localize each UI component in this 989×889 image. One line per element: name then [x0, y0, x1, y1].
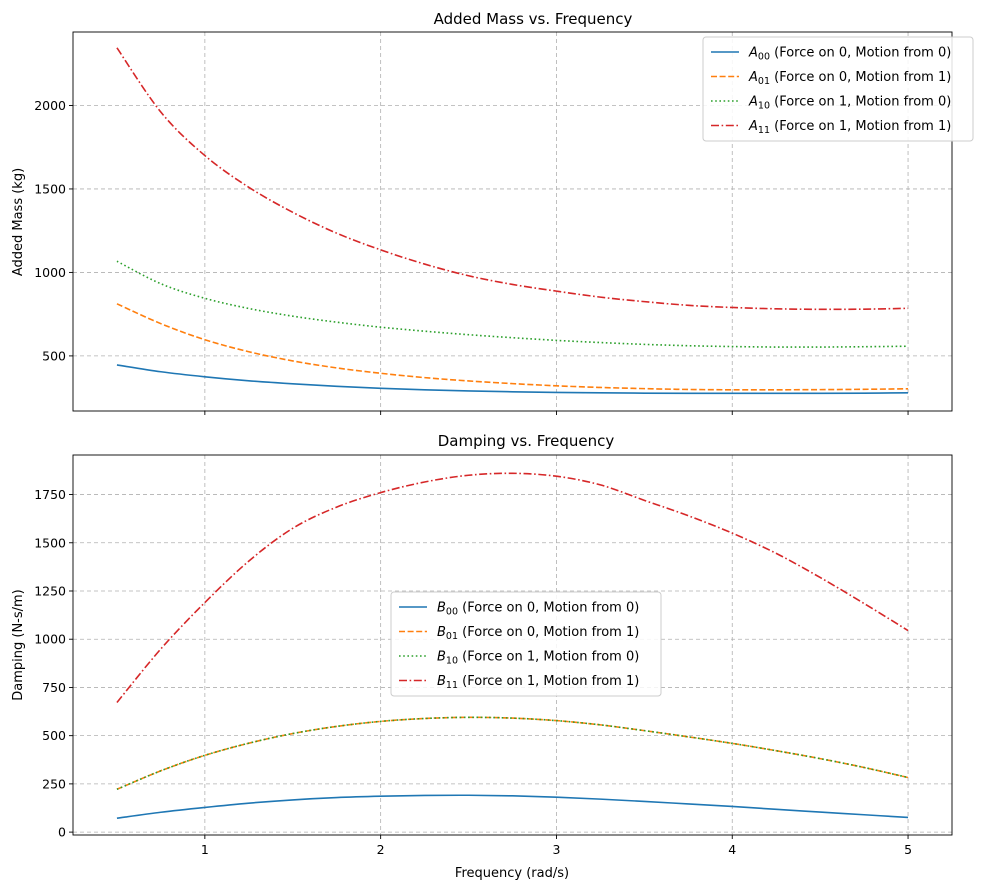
- added-mass-ylabel: Added Mass (kg): [11, 168, 26, 276]
- added-mass-title: Added Mass vs. Frequency: [434, 10, 633, 28]
- legend-description: (Force on 1, Motion from 0): [458, 650, 639, 665]
- legend-label-b10: B10 (Force on 1, Motion from 0): [437, 650, 639, 667]
- added-mass-ytick-label: 2000: [34, 98, 66, 113]
- legend-subscript: 01: [758, 76, 770, 87]
- damping-ylabel: Damping (N-s/m): [11, 589, 26, 701]
- damping-grid: [73, 455, 952, 835]
- damping-xlabel: Frequency (rad/s): [455, 866, 569, 881]
- legend-symbol: B: [437, 674, 446, 689]
- legend-subscript: 10: [446, 656, 458, 667]
- legend-subscript: 00: [446, 607, 458, 618]
- series-line-a01: [116, 303, 909, 391]
- damping-ytick-label: 750: [42, 680, 66, 695]
- damping-ytick-label: 1000: [34, 632, 66, 647]
- damping-ytick-label: 500: [42, 728, 66, 743]
- legend-description: (Force on 1, Motion from 1): [458, 674, 639, 689]
- legend-description: (Force on 0, Motion from 0): [770, 46, 951, 61]
- added-mass-ytick-label: 1000: [34, 265, 66, 280]
- series-line-a11: [116, 47, 909, 311]
- legend-subscript: 11: [758, 125, 770, 136]
- legend-description: (Force on 1, Motion from 1): [770, 119, 951, 134]
- legend-symbol: B: [437, 650, 446, 665]
- damping-legend-box: [390, 591, 662, 697]
- legend-symbol: A: [748, 46, 758, 61]
- legend-label-b11: B11 (Force on 1, Motion from 1): [437, 674, 639, 691]
- legend-symbol: B: [437, 625, 446, 640]
- legend-subscript: 10: [758, 101, 770, 112]
- added-mass-ytick-label: 500: [42, 348, 66, 363]
- damping-ytick-label: 0: [58, 825, 66, 840]
- legend-symbol: A: [748, 95, 758, 110]
- series-line-b10: [116, 716, 909, 791]
- series-line-b11: [116, 472, 909, 703]
- series-line-a00: [116, 364, 909, 395]
- legend-symbol: A: [748, 70, 758, 85]
- damping-lines: [116, 472, 909, 820]
- damping-axes-frame: [72, 454, 953, 836]
- legend-symbol: A: [748, 119, 758, 134]
- legend-label-a01: A01 (Force on 0, Motion from 1): [748, 70, 951, 87]
- damping-ytick-label: 250: [42, 776, 66, 791]
- damping-ytick-label: 1250: [34, 583, 66, 598]
- legend-description: (Force on 0, Motion from 1): [770, 70, 951, 85]
- damping-panel: Damping vs. Frequency 1 2 3 4 50250500750100…: [11, 432, 953, 881]
- added-mass-lines: [116, 47, 909, 395]
- added-mass-legend-box: [702, 36, 974, 142]
- damping-xtick-label: 4: [728, 842, 736, 857]
- legend-symbol: B: [437, 601, 446, 616]
- damping-xtick-label: 2: [377, 842, 385, 857]
- damping-title: Damping vs. Frequency: [438, 432, 615, 450]
- legend-subscript: 00: [758, 52, 770, 63]
- legend-description: (Force on 0, Motion from 0): [458, 601, 639, 616]
- legend-label-a10: A10 (Force on 1, Motion from 0): [748, 95, 951, 112]
- added-mass-axes-frame: [72, 31, 953, 412]
- legend-subscript: 11: [446, 680, 458, 691]
- legend-description: (Force on 1, Motion from 0): [770, 95, 951, 110]
- added-mass-ytick-label: 1500: [34, 181, 66, 196]
- added-mass-ticks: 500 1000 1500 2000: [34, 98, 909, 415]
- damping-xtick-label: 1: [201, 842, 209, 857]
- legend-description: (Force on 0, Motion from 1): [458, 625, 639, 640]
- added-mass-legend: A00 (Force on 0, Motion from 0)A01 (Forc…: [702, 36, 974, 142]
- legend-label-a11: A11 (Force on 1, Motion from 1): [748, 119, 951, 136]
- series-line-b00: [116, 794, 909, 820]
- damping-xtick-label: 3: [552, 842, 560, 857]
- added-mass-panel: Added Mass vs. Frequency 500100015002000…: [11, 10, 974, 415]
- damping-xtick-label: 5: [904, 842, 912, 857]
- damping-ytick-label: 1750: [34, 487, 66, 502]
- legend-label-b00: B00 (Force on 0, Motion from 0): [437, 601, 639, 618]
- legend-subscript: 01: [446, 631, 458, 642]
- damping-ytick-label: 1500: [34, 535, 66, 550]
- legend-label-a00: A00 (Force on 0, Motion from 0): [748, 46, 951, 63]
- legend-label-b01: B01 (Force on 0, Motion from 1): [437, 625, 639, 642]
- damping-legend: B00 (Force on 0, Motion from 0)B01 (Forc…: [390, 591, 662, 697]
